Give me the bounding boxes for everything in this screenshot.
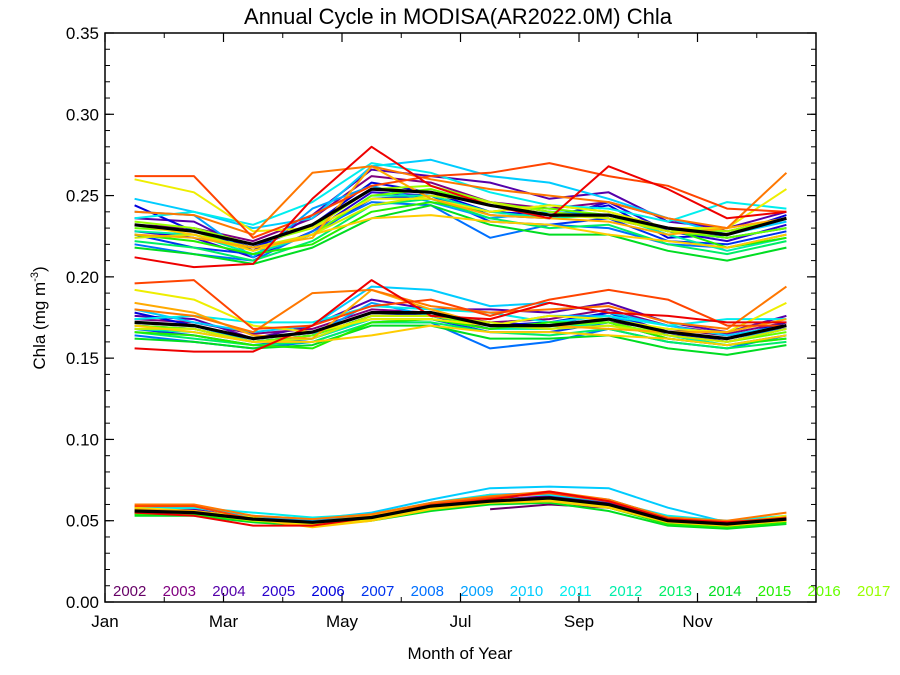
legend-item-2011: 2011 — [559, 583, 591, 600]
x-tick-label-2: May — [326, 612, 359, 631]
series-line-21-middle — [134, 279, 787, 330]
legend-item-2008: 2008 — [411, 583, 444, 600]
legend-item-2003: 2003 — [163, 583, 196, 600]
x-tick-label-1: Mar — [209, 612, 239, 631]
y-tick-label-3: 0.15 — [66, 349, 99, 368]
series-line-2014-middle — [134, 324, 787, 356]
x-axis: Jan Mar May Jul Sep Nov — [91, 33, 758, 631]
legend-item-2013: 2013 — [659, 583, 692, 600]
legend-item-2006: 2006 — [311, 583, 344, 600]
series-line-20-middle — [134, 285, 787, 334]
series-line-20-upper — [134, 165, 788, 236]
y-axis-label-superscript: -3 — [29, 272, 41, 282]
series-line-22-upper — [134, 145, 787, 269]
x-axis-label: Month of Year — [408, 644, 513, 663]
y-tick-label-0: 0.00 — [66, 593, 99, 612]
y-axis: 0.00 0.05 0.10 0.15 0.20 0.25 0.30 0.35 — [66, 24, 816, 612]
series-line-20-lower — [134, 490, 787, 522]
legend-item-2016: 2016 — [807, 583, 840, 600]
x-tick-label-3: Jul — [450, 612, 472, 631]
series-line-2014-lower — [134, 501, 787, 530]
legend-item-2010: 2010 — [510, 583, 543, 600]
x-tick-label-0: Jan — [91, 612, 118, 631]
y-tick-label-5: 0.25 — [66, 187, 99, 206]
chart-title: Annual Cycle in MODISA(AR2022.0M) Chla — [244, 4, 673, 29]
legend-item-2005: 2005 — [262, 583, 295, 600]
y-tick-label-6: 0.30 — [66, 105, 99, 124]
legend-item-2017: 2017 — [857, 583, 890, 600]
y-axis-label-main: Chla (mg m — [30, 282, 49, 370]
y-axis-label: Chla (mg m-3) — [29, 266, 49, 369]
series-layer — [134, 145, 788, 530]
legend: 2002 2003 2004 2005 2006 2007 2008 2009 2010 2011… — [113, 583, 890, 600]
x-tick-label-5: Nov — [682, 612, 713, 631]
mean-line-upper — [134, 187, 787, 246]
legend-item-2012: 2012 — [609, 583, 642, 600]
y-axis-label-close: ) — [30, 266, 49, 272]
y-tick-label-1: 0.05 — [66, 512, 99, 531]
mean-line-lower — [134, 496, 787, 526]
y-tick-label-2: 0.10 — [66, 430, 99, 449]
series-line-21-upper — [134, 162, 787, 239]
series-line-2014-upper — [134, 204, 787, 265]
mean-line-middle — [134, 311, 787, 341]
y-tick-label-7: 0.35 — [66, 24, 99, 43]
legend-item-2009: 2009 — [460, 583, 493, 600]
series-line-2008-upper — [134, 201, 787, 262]
series-line-18-upper — [134, 214, 787, 252]
legend-item-2002: 2002 — [113, 583, 146, 600]
series-line-2013-upper — [134, 197, 787, 262]
series-line-2010-middle — [134, 285, 787, 337]
series-line-18-middle — [134, 324, 787, 347]
legend-item-2007: 2007 — [361, 583, 394, 600]
legend-item-2015: 2015 — [758, 583, 791, 600]
series-line-19-upper — [134, 165, 787, 249]
series-line-2012-upper — [134, 194, 787, 256]
x-tick-label-4: Sep — [564, 612, 594, 631]
y-tick-label-4: 0.20 — [66, 268, 99, 287]
legend-item-2004: 2004 — [212, 583, 245, 600]
series-line-2011-upper — [134, 162, 787, 226]
legend-item-2014: 2014 — [708, 583, 741, 600]
